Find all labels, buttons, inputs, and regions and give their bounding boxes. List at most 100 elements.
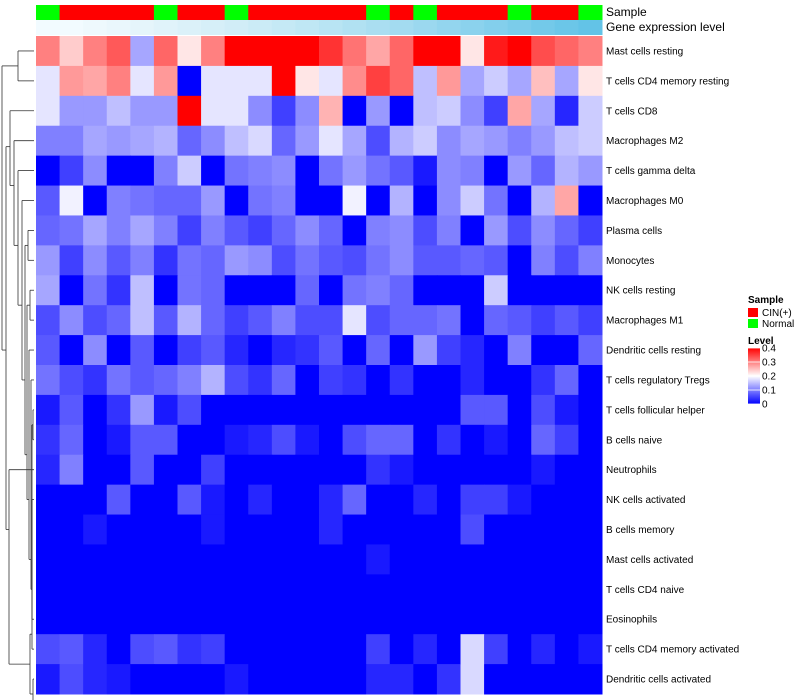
heatmap-cell (531, 126, 555, 156)
heatmap-cell (178, 275, 202, 305)
heatmap-cell (36, 455, 60, 485)
legend-label-normal: Normal (762, 319, 794, 330)
heatmap-cell (555, 186, 579, 216)
heatmap-cell (390, 126, 414, 156)
heatmap-cell (201, 156, 225, 186)
heatmap-cell (531, 485, 555, 515)
heatmap-cell (248, 305, 272, 335)
row-label: Dendritic cells resting (606, 346, 701, 357)
heatmap-cell (178, 305, 202, 335)
heatmap-cell (555, 335, 579, 365)
heatmap-cell (390, 634, 414, 664)
heatmap-cell (343, 305, 367, 335)
heatmap-cell (531, 36, 555, 66)
expression-annotation-cell (531, 20, 555, 35)
heatmap-cell (555, 66, 579, 96)
heatmap-cell (107, 126, 131, 156)
heatmap-cell (201, 96, 225, 126)
heatmap-cell (248, 544, 272, 574)
heatmap-cell (366, 215, 390, 245)
heatmap-cell (83, 126, 107, 156)
heatmap-cell (83, 515, 107, 545)
heatmap-cell (107, 455, 131, 485)
heatmap-cell (508, 245, 532, 275)
heatmap-cell (555, 96, 579, 126)
heatmap-cell (508, 395, 532, 425)
heatmap-cell (508, 215, 532, 245)
heatmap-cell (578, 36, 602, 66)
heatmap-cell (319, 634, 343, 664)
heatmap-cell (578, 275, 602, 305)
heatmap-cell (248, 36, 272, 66)
heatmap-cell (225, 365, 249, 395)
heatmap-cell (272, 365, 296, 395)
heatmap-cell (83, 365, 107, 395)
heatmap-cell (531, 365, 555, 395)
heatmap-cell (130, 126, 154, 156)
heatmap-cell (83, 96, 107, 126)
heatmap-cell (319, 485, 343, 515)
heatmap-cell (461, 574, 485, 604)
heatmap-cell (413, 156, 437, 186)
heatmap-cell (413, 275, 437, 305)
row-label: NK cells activated (606, 495, 685, 506)
heatmap-cell (366, 485, 390, 515)
heatmap-cell (531, 245, 555, 275)
heatmap-cell (36, 245, 60, 275)
heatmap-cell (461, 395, 485, 425)
heatmap-cell (201, 365, 225, 395)
heatmap-cell (201, 215, 225, 245)
heatmap-cell (225, 126, 249, 156)
heatmap-cell (555, 36, 579, 66)
heatmap-cell (83, 395, 107, 425)
annotation-labels: Sample Gene expression level (606, 5, 725, 34)
heatmap-cell (60, 215, 84, 245)
heatmap-cell (461, 215, 485, 245)
heatmap-cell (437, 544, 461, 574)
heatmap-cell (390, 485, 414, 515)
heatmap-cell (130, 455, 154, 485)
heatmap-cell (130, 604, 154, 634)
heatmap-cell (178, 335, 202, 365)
heatmap-cell (343, 245, 367, 275)
heatmap-cell (319, 245, 343, 275)
legend: Sample CIN(+) Normal Level 0.4 0.3 0.2 0.1 0 (748, 295, 794, 411)
heatmap-cell (484, 544, 508, 574)
heatmap-cell (413, 126, 437, 156)
heatmap-cell (201, 305, 225, 335)
heatmap-cell (531, 66, 555, 96)
heatmap-cell (413, 455, 437, 485)
heatmap-cell (413, 96, 437, 126)
sample-annotation-cell (225, 5, 249, 20)
heatmap-cell (319, 664, 343, 694)
heatmap-cell (531, 335, 555, 365)
heatmap-cell (366, 664, 390, 694)
heatmap-cell (130, 156, 154, 186)
heatmap-cell (578, 156, 602, 186)
legend-swatch-normal (748, 319, 758, 328)
heatmap-cell (225, 335, 249, 365)
heatmap-cell (154, 604, 178, 634)
heatmap-cell (508, 66, 532, 96)
sample-annotation-cell (178, 5, 202, 20)
expression-annotation-cell (319, 20, 343, 35)
heatmap-cell (390, 305, 414, 335)
row-label: T cells CD4 memory resting (606, 76, 729, 87)
row-dendrogram (2, 51, 34, 700)
heatmap-cell (413, 215, 437, 245)
heatmap-cell (201, 634, 225, 664)
heatmap-cell (272, 515, 296, 545)
heatmap-cell (319, 275, 343, 305)
heatmap-cell (390, 455, 414, 485)
heatmap-cell (107, 245, 131, 275)
sample-annotation-cell (36, 5, 60, 20)
heatmap-cell (531, 186, 555, 216)
heatmap-cell (461, 604, 485, 634)
heatmap-cell (178, 574, 202, 604)
heatmap-cell (225, 245, 249, 275)
heatmap-cell (154, 455, 178, 485)
heatmap-cell (484, 604, 508, 634)
heatmap-cell (272, 96, 296, 126)
heatmap-cell (508, 365, 532, 395)
heatmap-cell (130, 36, 154, 66)
